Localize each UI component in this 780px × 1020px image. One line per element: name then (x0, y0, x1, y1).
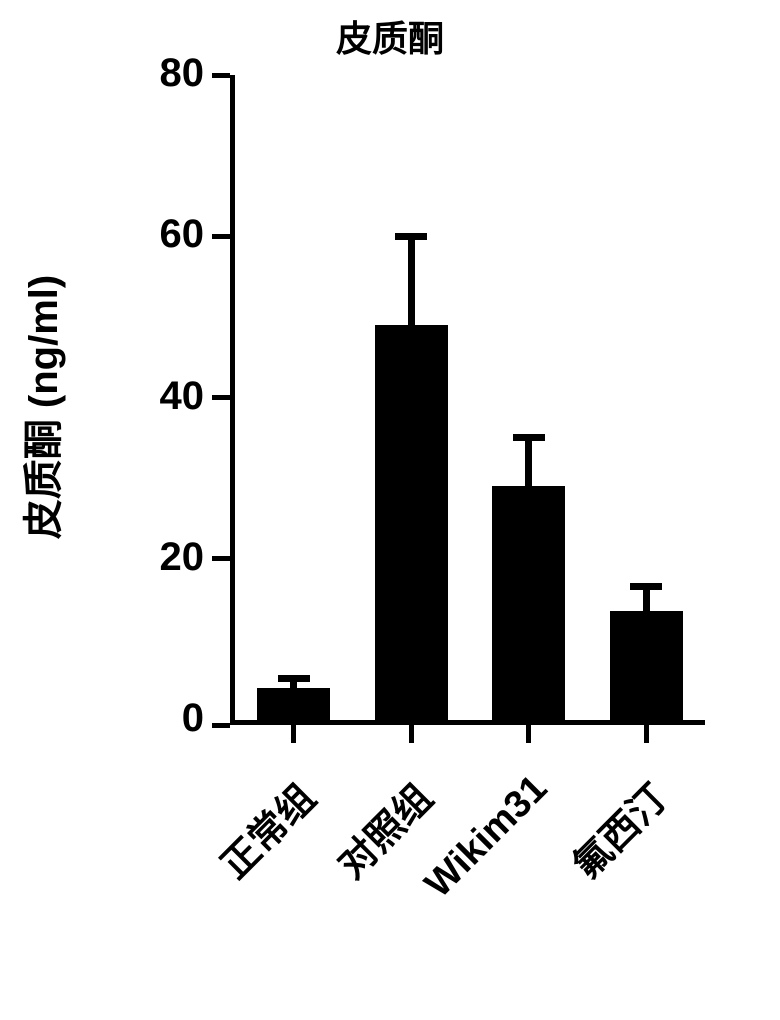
x-tick-mark (409, 725, 414, 743)
error-bar-cap (513, 434, 545, 441)
y-tick-label: 60 (124, 212, 204, 257)
error-bar-stem (643, 587, 650, 611)
bar (492, 486, 565, 720)
y-tick-mark (212, 73, 230, 78)
y-tick-label: 20 (124, 535, 204, 580)
chart-title: 皮质酮 (0, 10, 780, 62)
y-tick-label: 80 (124, 51, 204, 96)
x-tick-label: 氟西汀 (427, 769, 678, 1020)
y-tick-mark (212, 234, 230, 239)
x-tick-mark (291, 725, 296, 743)
y-tick-mark (212, 723, 230, 728)
x-tick-mark (526, 725, 531, 743)
error-bar-stem (408, 236, 415, 325)
y-tick-mark (212, 395, 230, 400)
plot-area (230, 75, 705, 725)
y-tick-label: 0 (124, 696, 204, 741)
y-axis-label: 皮质酮 (ng/ml) (11, 157, 69, 657)
error-bar-stem (525, 438, 532, 486)
bar (257, 688, 330, 720)
y-tick-label: 40 (124, 374, 204, 419)
bar (610, 611, 683, 720)
y-tick-mark (212, 556, 230, 561)
error-bar-cap (278, 675, 310, 682)
x-tick-mark (644, 725, 649, 743)
error-bar-cap (630, 583, 662, 590)
error-bar-cap (395, 233, 427, 240)
chart-container: 皮质酮 皮质酮 (ng/ml) 020406080正常组对照组Wikim31氟西… (0, 0, 780, 1000)
bar (375, 325, 448, 720)
